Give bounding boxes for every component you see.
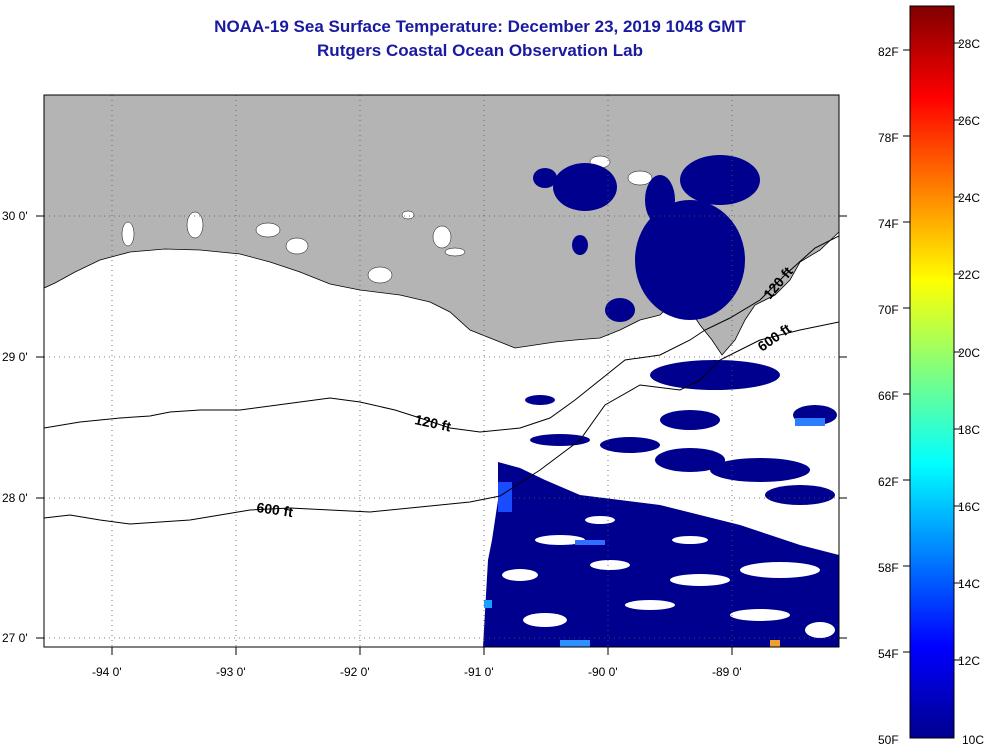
lat-label: 30 0': [2, 209, 28, 223]
lat-label: 27 0': [2, 631, 28, 645]
colorbar-f-label: 74F: [878, 217, 899, 231]
colorbar-f-label: 78F: [878, 131, 899, 145]
land-mass: [44, 95, 839, 356]
colorbar-c-label: 14C: [958, 577, 980, 591]
contour-label-600ft-west: 600 ft: [256, 499, 295, 520]
colorbar-c-label: 12C: [958, 654, 980, 668]
colorbar-c-label: 26C: [958, 114, 980, 128]
colorbar-f-label: 82F: [878, 45, 899, 59]
latitude-labels: 30 0' 29 0' 28 0' 27 0': [2, 209, 28, 645]
colorbar-f-label: 54F: [878, 647, 899, 661]
inland-water: [121, 155, 653, 284]
colorbar-gradient: [909, 5, 955, 739]
colorbar-c-label: 28C: [958, 37, 980, 51]
lat-label: 29 0': [2, 350, 28, 364]
axis-ticks: [36, 215, 847, 655]
longitude-labels: -94 0' -93 0' -92 0' -91 0' -90 0' -89 0…: [92, 665, 742, 679]
lat-label: 28 0': [2, 491, 28, 505]
colorbar-f-label: 58F: [878, 561, 899, 575]
contour-lines: [44, 235, 839, 525]
contour-label-120ft-west: 120 ft: [413, 411, 452, 434]
lon-label: -92 0': [340, 665, 370, 679]
lon-label: -93 0': [216, 665, 246, 679]
lon-label: -94 0': [92, 665, 122, 679]
colorbar-c-label: 22C: [958, 268, 980, 282]
colorbar-f-label: 50F: [878, 733, 899, 747]
colorbar-f-label: 70F: [878, 303, 899, 317]
cloud-gaps: [502, 516, 835, 638]
graticule: [44, 95, 839, 647]
colorbar-c-label: 16C: [958, 500, 980, 514]
colorbar-c-label: 24C: [958, 191, 980, 205]
colorbar-c-label: 18C: [958, 423, 980, 437]
colorbar-c-label: 20C: [958, 346, 980, 360]
warm-streaks: [484, 418, 825, 647]
colorbar-f-label: 66F: [878, 389, 899, 403]
map-title: NOAA-19 Sea Surface Temperature: Decembe…: [214, 17, 746, 36]
colorbar: 82F 78F 74F 70F 66F 62F 58F 54F 50F 28C …: [878, 5, 984, 747]
colorbar-c-label: 10C: [962, 733, 984, 747]
map-subtitle: Rutgers Coastal Ocean Observation Lab: [317, 41, 643, 60]
sst-data: [483, 155, 839, 647]
lon-label: -90 0': [588, 665, 618, 679]
lon-label: -89 0': [712, 665, 742, 679]
colorbar-f-label: 62F: [878, 475, 899, 489]
lon-label: -91 0': [464, 665, 494, 679]
